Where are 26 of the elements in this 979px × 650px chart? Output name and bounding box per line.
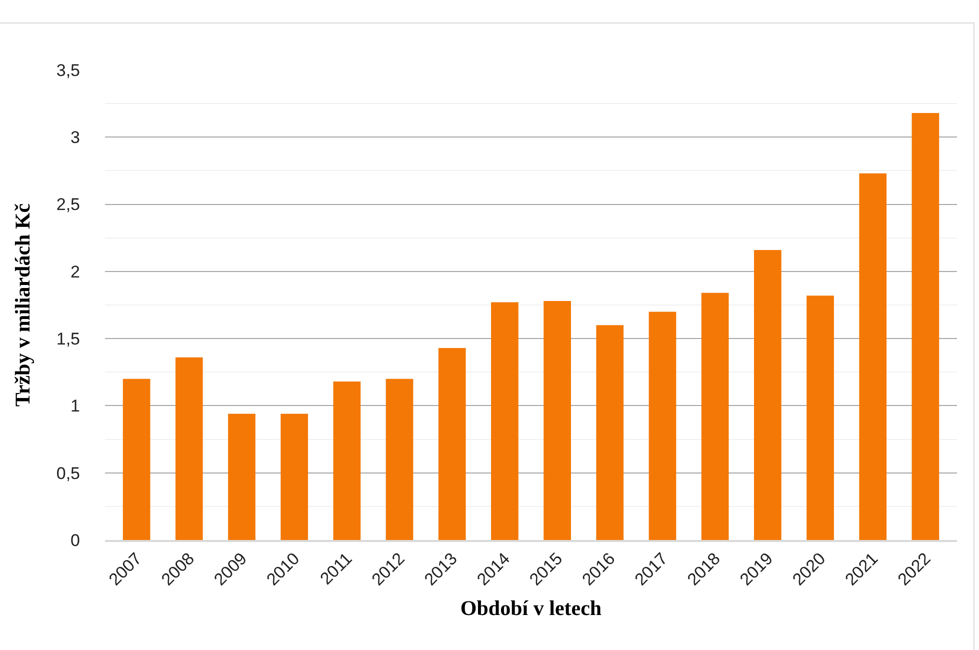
y-tick-label: 3 [70,128,80,148]
y-tick-label: 3,5 [56,60,80,80]
bar [544,300,571,540]
bar [175,357,203,540]
y-axis-title: Tržby v miliardách Kč [10,203,35,407]
bar [648,312,676,540]
bar [280,414,308,540]
y-tick-label: 1,5 [56,330,80,349]
y-tick-label: 2,5 [56,195,80,214]
y-tick-label: 0 [70,530,80,550]
y-tick-label: 0,5 [56,464,80,483]
bar [859,173,887,540]
bar [122,378,150,540]
bar [912,112,940,540]
y-tick-label: 1 [70,396,80,416]
bar [228,414,256,540]
x-axis-title: Období v letech [460,596,602,620]
bar [491,302,518,540]
y-tick-label: 2 [70,262,80,282]
bar [596,325,624,540]
bar [806,296,834,540]
bar [754,250,782,540]
bar [386,378,414,540]
bar [701,292,729,540]
bar [333,382,361,540]
bar [438,348,466,540]
